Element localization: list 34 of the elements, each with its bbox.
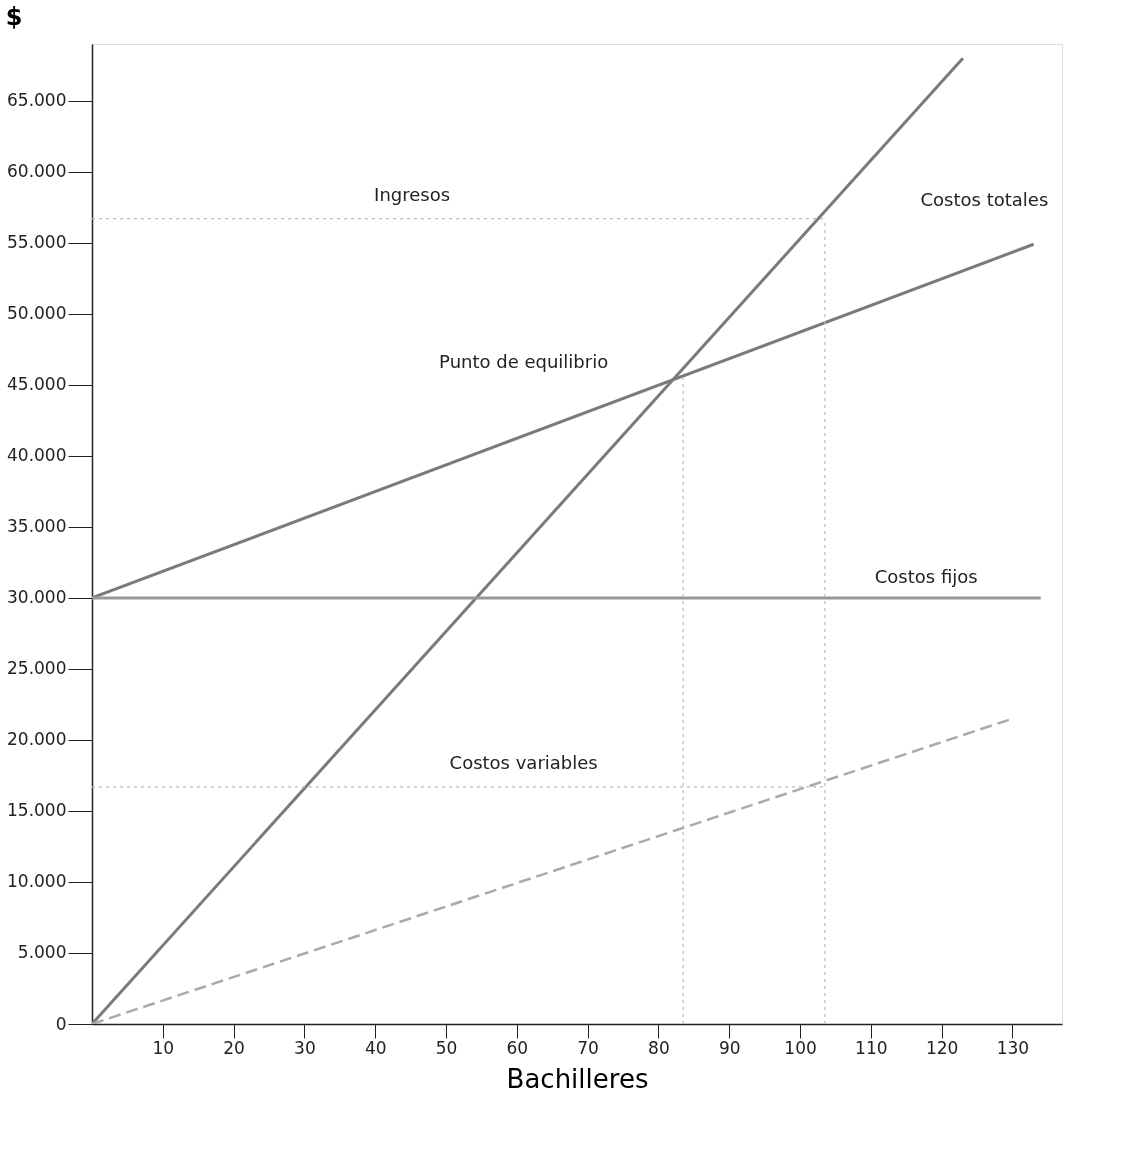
x-tick-label: 70	[577, 1037, 599, 1058]
annotation: Costos variables	[449, 752, 598, 774]
x-tick-label: 40	[364, 1037, 387, 1058]
annotation: Ingresos	[374, 183, 451, 205]
y-tick-label: 40.000	[7, 445, 67, 466]
x-tick-label: 50	[435, 1037, 458, 1058]
y-tick-label: 50.000	[7, 303, 67, 324]
y-tick-label: 15.000	[7, 800, 67, 821]
x-tick-label: 100	[784, 1037, 817, 1058]
y-axis-title: $	[5, 2, 23, 31]
y-tick-label: 35.000	[7, 516, 67, 537]
y-tick-label: 20.000	[7, 729, 67, 750]
annotation: Costos fijos	[874, 566, 978, 588]
x-tick-label: 90	[718, 1037, 741, 1058]
x-tick-label: 110	[855, 1037, 888, 1058]
y-tick-label: 60.000	[7, 161, 67, 182]
annotation: Costos totales	[920, 188, 1049, 210]
x-tick-label: 60	[506, 1037, 529, 1058]
y-tick-label: 10.000	[7, 871, 67, 892]
x-tick-label: 130	[996, 1037, 1030, 1058]
y-tick-label: 65.000	[7, 90, 67, 111]
annotation: Punto de equilibrio	[439, 350, 609, 372]
y-tick-label: 30.000	[7, 587, 67, 608]
x-tick-label: 120	[925, 1037, 959, 1058]
x-tick-label: 30	[294, 1037, 316, 1058]
x-tick-label: 80	[648, 1037, 670, 1058]
y-tick-label: 25.000	[7, 658, 67, 679]
x-tick-label: 10	[152, 1037, 175, 1058]
y-tick-label: 0	[55, 1013, 67, 1034]
y-tick-label: 5.000	[17, 942, 67, 963]
y-tick-label: 45.000	[7, 374, 67, 395]
x-axis-title: Bachilleres	[506, 1063, 649, 1094]
y-tick-label: 55.000	[7, 232, 67, 253]
x-tick-label: 20	[223, 1037, 245, 1058]
